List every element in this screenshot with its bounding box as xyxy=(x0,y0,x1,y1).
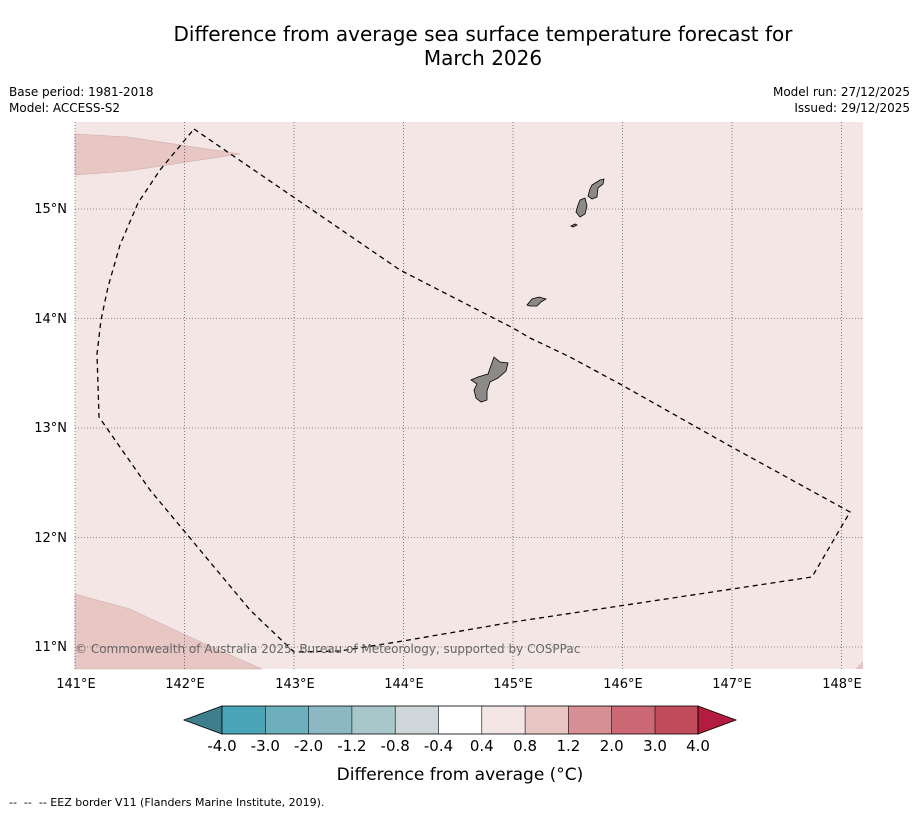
lon-label-142: 142°E xyxy=(165,677,205,692)
lon-label-141: 141°E xyxy=(56,677,96,692)
island-aguijan xyxy=(570,223,578,228)
colorbar-under-arrow xyxy=(182,705,223,735)
latitude-labels: 15°N 14°N 13°N 12°N 11°N xyxy=(34,202,67,655)
warm-patch-southeast xyxy=(855,661,863,669)
lon-label-146: 146°E xyxy=(603,677,643,692)
cb-tick-label: -0.4 xyxy=(424,737,453,755)
copyright-notice: © Commonwealth of Australia 2025, Bureau… xyxy=(75,642,580,656)
island-saipan xyxy=(587,178,605,200)
map-title-line1: Difference from average sea surface temp… xyxy=(173,22,793,46)
metadata-right: Model run: 27/12/2025 Issued: 29/12/2025 xyxy=(773,84,910,116)
map-title: Difference from average sea surface temp… xyxy=(0,22,919,70)
colorbar-over-arrow xyxy=(697,705,738,735)
colorbar-bin-8 xyxy=(525,706,569,734)
colorbar-bin-6 xyxy=(438,706,482,734)
lat-label-14: 14°N xyxy=(34,312,67,327)
cb-tick-label: -0.8 xyxy=(381,737,410,755)
islands xyxy=(470,178,605,403)
lat-label-15: 15°N xyxy=(34,202,67,217)
lon-label-145: 145°E xyxy=(493,677,533,692)
metadata-left: Base period: 1981-2018 Model: ACCESS-S2 xyxy=(9,84,154,116)
lon-label-144: 144°E xyxy=(384,677,424,692)
island-rota xyxy=(526,296,547,307)
eez-legend-note: -- -- -- EEZ border V11 (Flanders Marine… xyxy=(9,796,325,809)
colorbar-tick-labels: -4.0 -3.0 -2.0 -1.2 -0.8 -0.4 0.4 0.8 1.… xyxy=(207,737,710,755)
colorbar-bin-9 xyxy=(568,706,612,734)
cb-tick-label: -1.2 xyxy=(337,737,366,755)
cb-tick-label: 0.8 xyxy=(513,737,537,755)
lon-label-148: 148°E xyxy=(822,677,862,692)
cb-tick-label: 0.4 xyxy=(470,737,494,755)
cb-tick-label: 3.0 xyxy=(643,737,667,755)
lat-label-13: 13°N xyxy=(34,421,67,436)
colorbar-bin-10 xyxy=(611,706,655,734)
colorbar-bin-5 xyxy=(395,706,439,734)
base-period: Base period: 1981-2018 xyxy=(9,85,154,99)
model-name: Model: ACCESS-S2 xyxy=(9,101,121,115)
island-tinian xyxy=(575,197,588,218)
colorbar-bin-7 xyxy=(481,706,526,734)
lon-label-147: 147°E xyxy=(712,677,752,692)
eez-border xyxy=(96,128,851,653)
colorbar-bin-4 xyxy=(351,706,396,734)
lat-label-12: 12°N xyxy=(34,531,67,546)
model-run: Model run: 27/12/2025 xyxy=(772,85,910,99)
cb-tick-label: 2.0 xyxy=(600,737,624,755)
issued-date: Issued: 29/12/2025 xyxy=(794,101,910,115)
cb-tick-label: 1.2 xyxy=(556,737,580,755)
ocean-area xyxy=(75,122,863,669)
longitude-labels: 141°E 142°E 143°E 144°E 145°E 146°E 147°… xyxy=(56,677,862,692)
colorbar-bin-3 xyxy=(308,706,352,734)
lat-label-11: 11°N xyxy=(34,640,67,655)
cb-tick-label: -3.0 xyxy=(251,737,280,755)
warm-patch-northwest xyxy=(74,133,241,176)
colorbar: -4.0 -3.0 -2.0 -1.2 -0.8 -0.4 0.4 0.8 1.… xyxy=(182,705,738,785)
lon-label-143: 143°E xyxy=(275,677,315,692)
cb-tick-label: 4.0 xyxy=(686,737,710,755)
cb-tick-label: -2.0 xyxy=(294,737,323,755)
cb-tick-label: -4.0 xyxy=(207,737,236,755)
colorbar-title: Difference from average (°C) xyxy=(337,765,584,785)
colorbar-bin-11 xyxy=(655,706,698,734)
colorbar-frame xyxy=(221,705,699,735)
colorbar-bin-1 xyxy=(222,706,266,734)
gridlines xyxy=(74,122,863,669)
colorbar-bin-2 xyxy=(265,706,309,734)
map-title-line2: March 2026 xyxy=(423,46,543,70)
island-guam xyxy=(470,356,509,403)
